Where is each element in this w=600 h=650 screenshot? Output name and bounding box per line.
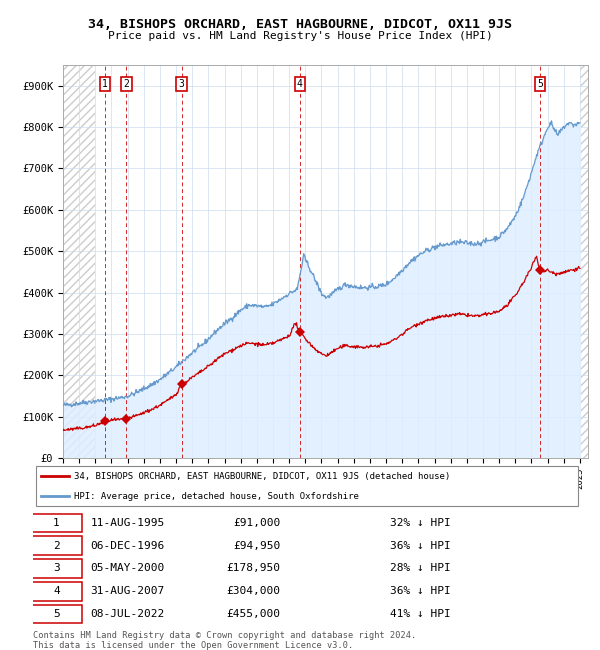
Text: 5: 5 xyxy=(537,79,543,89)
FancyBboxPatch shape xyxy=(30,514,82,532)
Text: 08-JUL-2022: 08-JUL-2022 xyxy=(91,609,165,619)
Text: 4: 4 xyxy=(297,79,303,89)
Text: 2: 2 xyxy=(53,541,60,551)
Text: 4: 4 xyxy=(53,586,60,596)
Text: 34, BISHOPS ORCHARD, EAST HAGBOURNE, DIDCOT, OX11 9JS (detached house): 34, BISHOPS ORCHARD, EAST HAGBOURNE, DID… xyxy=(74,471,451,480)
Text: 3: 3 xyxy=(179,79,185,89)
Text: 32% ↓ HPI: 32% ↓ HPI xyxy=(390,518,451,528)
Text: 06-DEC-1996: 06-DEC-1996 xyxy=(91,541,165,551)
Text: £304,000: £304,000 xyxy=(226,586,280,596)
Text: 3: 3 xyxy=(53,564,60,573)
Text: 36% ↓ HPI: 36% ↓ HPI xyxy=(390,586,451,596)
Polygon shape xyxy=(580,26,588,458)
FancyBboxPatch shape xyxy=(30,536,82,555)
FancyBboxPatch shape xyxy=(30,582,82,601)
Text: 34, BISHOPS ORCHARD, EAST HAGBOURNE, DIDCOT, OX11 9JS: 34, BISHOPS ORCHARD, EAST HAGBOURNE, DID… xyxy=(88,18,512,31)
Text: £91,000: £91,000 xyxy=(233,518,280,528)
FancyBboxPatch shape xyxy=(30,559,82,578)
Text: 1: 1 xyxy=(53,518,60,528)
Text: 36% ↓ HPI: 36% ↓ HPI xyxy=(390,541,451,551)
FancyBboxPatch shape xyxy=(30,604,82,623)
Text: £455,000: £455,000 xyxy=(226,609,280,619)
Text: 5: 5 xyxy=(53,609,60,619)
Text: 31-AUG-2007: 31-AUG-2007 xyxy=(91,586,165,596)
Text: HPI: Average price, detached house, South Oxfordshire: HPI: Average price, detached house, Sout… xyxy=(74,492,359,501)
Text: £94,950: £94,950 xyxy=(233,541,280,551)
Text: Price paid vs. HM Land Registry's House Price Index (HPI): Price paid vs. HM Land Registry's House … xyxy=(107,31,493,40)
Text: 1: 1 xyxy=(102,79,108,89)
Text: 11-AUG-1995: 11-AUG-1995 xyxy=(91,518,165,528)
Polygon shape xyxy=(63,26,95,458)
FancyBboxPatch shape xyxy=(36,466,578,506)
Text: £178,950: £178,950 xyxy=(226,564,280,573)
Text: 41% ↓ HPI: 41% ↓ HPI xyxy=(390,609,451,619)
Text: 28% ↓ HPI: 28% ↓ HPI xyxy=(390,564,451,573)
Text: Contains HM Land Registry data © Crown copyright and database right 2024.
This d: Contains HM Land Registry data © Crown c… xyxy=(33,630,416,650)
Text: 2: 2 xyxy=(124,79,130,89)
Text: 05-MAY-2000: 05-MAY-2000 xyxy=(91,564,165,573)
